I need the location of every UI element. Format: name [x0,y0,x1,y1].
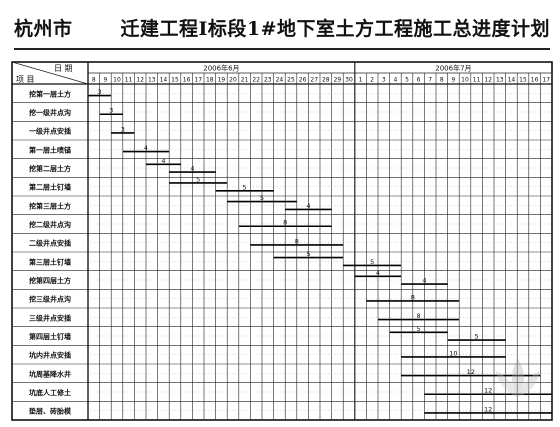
day-number: 28 [322,77,330,84]
day-number: 17 [542,77,550,84]
date-header-label: 日 期 [54,64,73,73]
day-number: 21 [241,77,249,84]
task-duration-label: 5 [260,194,264,202]
task-name: 三级井点安插 [29,313,71,322]
task-name: 第三层土钉墙 [29,257,71,266]
day-number: 8 [440,77,444,84]
task-name: 垫层、砖胎模 [29,407,72,416]
task-duration-label: 8 [417,312,421,320]
day-number: 30 [345,77,353,84]
task-duration-label: 4 [376,269,380,277]
task-duration-label: 3 [109,107,113,115]
task-name: 挖第三层土方 [29,201,71,210]
day-number: 16 [183,77,191,84]
day-number: 13 [496,77,504,84]
task-duration-label: 8 [295,237,299,245]
task-duration-label: 3 [121,125,125,133]
task-duration-label: 10 [449,349,457,357]
title-city: 杭州市 [14,18,73,40]
task-duration-label: 5 [475,333,479,341]
day-number: 2 [370,77,374,84]
task-duration-label: 5 [196,175,200,183]
day-number: 10 [461,77,469,84]
day-number: 1 [359,77,363,84]
month-july-label: 2006年7月 [435,64,471,73]
task-name: 挖第二层土方 [29,164,71,173]
task-duration-label: 4 [422,277,426,285]
task-duration-label: 12 [467,368,475,376]
day-number: 12 [484,77,492,84]
task-name: 坑底人工修土 [29,388,71,397]
day-number: 14 [160,77,168,84]
day-number: 26 [299,77,307,84]
day-number: 27 [310,77,318,84]
day-number: 3 [382,77,386,84]
day-number: 4 [393,77,397,84]
task-duration-label: 4 [161,157,165,165]
month-june-label: 2006年6月 [203,64,239,73]
page-title: 杭州市 迁建工程Ⅰ标段1#地下室土方工程施工总进度计划 [14,14,554,46]
task-duration-label: 12 [484,387,492,395]
day-number: 11 [125,77,133,84]
day-number: 17 [194,77,202,84]
task-name: 坑周基降水井 [29,369,71,378]
title-project: 迁建工程Ⅰ标段1#地下室土方工程施工总进度计划 [120,18,551,40]
task-duration-label: 8 [411,293,415,301]
task-name: 挖第一层土方 [29,89,71,98]
day-number: 20 [229,77,237,84]
day-number: 11 [473,77,481,84]
day-number: 15 [171,77,179,84]
day-number: 16 [531,77,539,84]
day-number: 15 [519,77,527,84]
task-name: 挖三级井点沟 [29,295,71,304]
task-name: 坑内井点安插 [29,351,71,360]
day-number: 9 [103,77,107,84]
task-duration-label: 3 [98,88,102,96]
task-duration-label: 5 [306,250,310,258]
day-number: 22 [252,77,260,84]
task-duration-label: 12 [484,405,492,413]
day-number: 25 [287,77,295,84]
day-number: 8 [92,77,96,84]
task-duration-label: 4 [306,202,310,210]
task-name: 挖二级井点沟 [29,220,71,229]
item-header-label: 项 目 [16,75,35,84]
task-name: 挖一级井点沟 [29,108,71,117]
title-underline [14,48,550,50]
day-number: 19 [218,77,226,84]
day-number: 12 [136,77,144,84]
day-number: 14 [508,77,516,84]
task-name: 第二层土钉墙 [29,183,71,192]
day-number: 13 [148,77,156,84]
task-duration-label: 5 [243,183,247,191]
day-number: 18 [206,77,214,84]
lotus-watermark-icon [496,359,540,397]
task-name: 挖第四层土方 [29,276,71,285]
task-duration-label: 5 [370,258,374,266]
day-number: 5 [405,77,409,84]
day-number: 10 [113,77,121,84]
day-number: 6 [417,77,421,84]
task-duration-label: 4 [144,144,148,152]
task-duration-label: 4 [190,165,194,173]
day-number: 23 [264,77,272,84]
task-name: 第四层土钉墙 [29,332,71,341]
day-number: 9 [451,77,455,84]
task-name: 一级井点安插 [29,127,71,136]
task-name: 二级井点安插 [29,239,71,248]
day-number: 24 [276,77,284,84]
task-name: 第一层土喷锚 [29,145,71,154]
day-number: 29 [334,77,342,84]
header-diagonal [11,61,89,85]
day-number: 7 [428,77,432,84]
task-duration-label: 5 [417,325,421,333]
task-duration-label: 8 [283,219,287,227]
